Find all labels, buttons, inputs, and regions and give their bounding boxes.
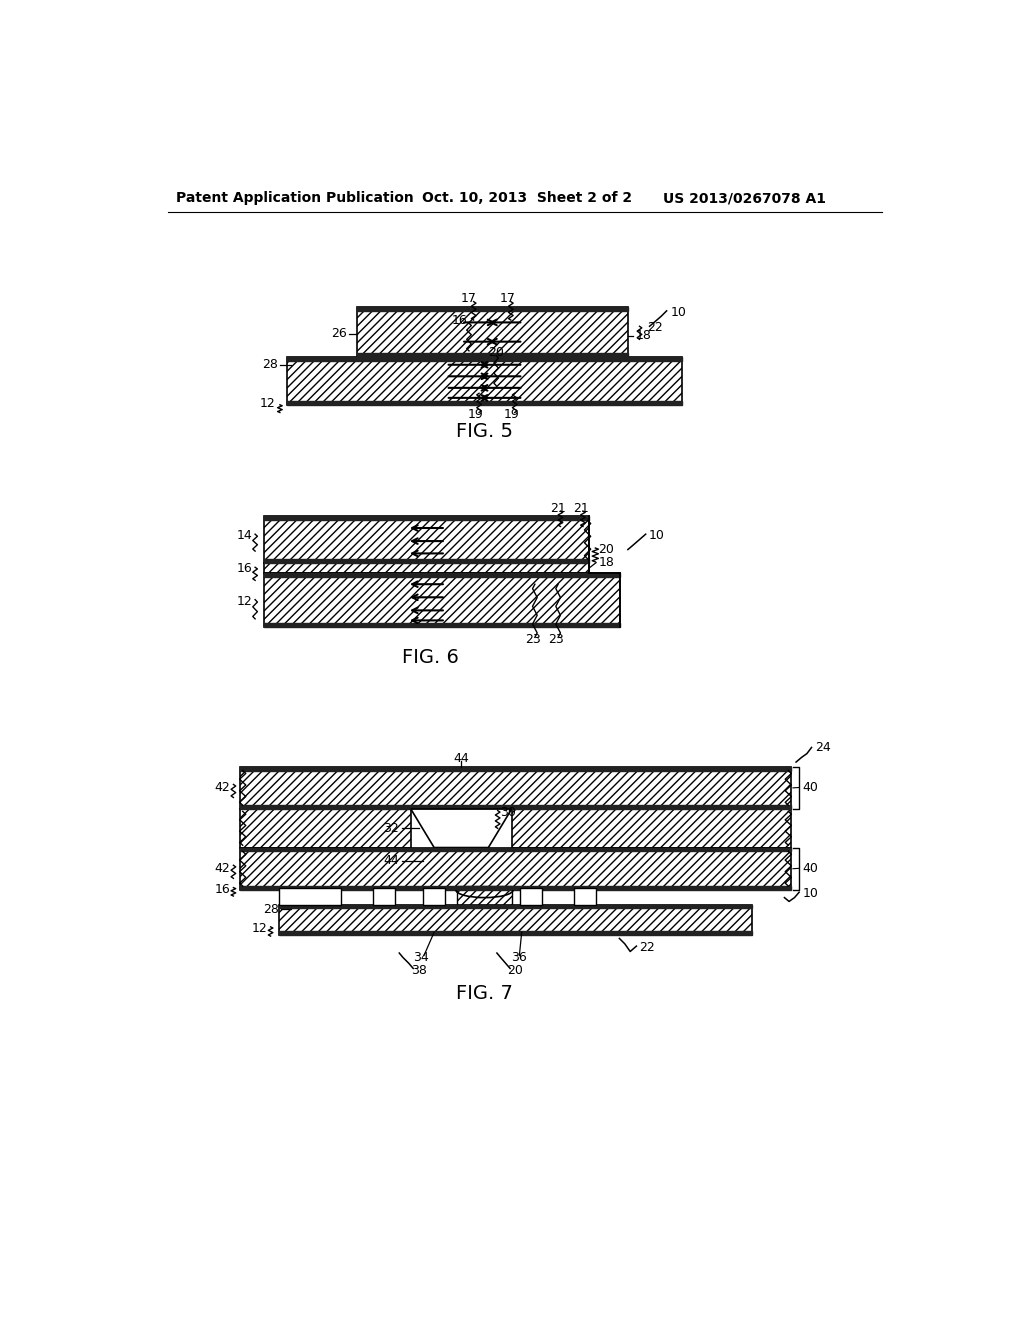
Bar — [458, 886, 512, 928]
Text: FIG. 7: FIG. 7 — [456, 985, 513, 1003]
Text: 32: 32 — [384, 822, 399, 834]
Bar — [280, 932, 752, 936]
Text: 44: 44 — [384, 854, 399, 867]
Bar — [241, 809, 411, 847]
Polygon shape — [411, 809, 512, 847]
Bar — [356, 308, 628, 358]
Text: 18: 18 — [598, 556, 614, 569]
Text: FIG. 5: FIG. 5 — [456, 422, 513, 441]
Text: 30: 30 — [500, 807, 516, 820]
Text: 20: 20 — [508, 964, 523, 977]
Bar — [263, 623, 621, 627]
Bar — [280, 904, 752, 936]
Text: 21: 21 — [550, 502, 566, 515]
Bar — [263, 516, 589, 562]
Text: 17: 17 — [461, 292, 477, 305]
Bar — [287, 358, 682, 405]
Text: 16: 16 — [452, 314, 468, 326]
Bar — [423, 887, 445, 904]
Bar — [241, 847, 791, 890]
Bar — [280, 904, 752, 908]
Bar — [512, 809, 791, 847]
Bar — [263, 516, 589, 520]
Bar — [574, 887, 596, 904]
Text: 16: 16 — [237, 562, 252, 576]
Text: 34: 34 — [413, 952, 429, 964]
Text: 42: 42 — [215, 862, 230, 875]
Text: Patent Application Publication: Patent Application Publication — [176, 191, 414, 206]
Text: 18: 18 — [636, 329, 651, 342]
Bar — [241, 886, 791, 890]
Bar — [263, 573, 621, 627]
Text: 22: 22 — [640, 941, 655, 954]
Text: 40: 40 — [802, 862, 818, 875]
Bar — [373, 887, 394, 904]
Text: 26: 26 — [331, 327, 346, 341]
Text: 28: 28 — [262, 358, 278, 371]
Text: 40: 40 — [802, 781, 818, 795]
Text: 20: 20 — [598, 543, 614, 556]
Bar — [356, 308, 628, 312]
Text: 10: 10 — [671, 306, 686, 319]
Text: 38: 38 — [411, 964, 427, 977]
Text: 23: 23 — [548, 634, 563, 647]
Text: 42: 42 — [215, 781, 230, 795]
Text: 24: 24 — [815, 741, 830, 754]
Text: 36: 36 — [512, 952, 527, 964]
Bar — [263, 558, 589, 562]
Bar — [287, 358, 682, 360]
Bar — [287, 401, 682, 405]
Text: 20: 20 — [488, 346, 504, 359]
Bar — [241, 847, 791, 851]
Text: 21: 21 — [573, 502, 589, 515]
Text: 12: 12 — [259, 397, 275, 409]
Bar — [356, 354, 628, 358]
Text: 19: 19 — [504, 408, 519, 421]
Bar — [241, 767, 791, 809]
Text: 10: 10 — [649, 529, 665, 543]
Bar — [241, 805, 791, 809]
Text: 16: 16 — [215, 883, 230, 896]
Text: 12: 12 — [237, 594, 252, 607]
Text: 23: 23 — [524, 634, 541, 647]
Text: FIG. 6: FIG. 6 — [401, 648, 459, 667]
Text: 12: 12 — [252, 921, 267, 935]
Bar — [241, 767, 791, 771]
Text: 28: 28 — [263, 903, 280, 916]
Text: US 2013/0267078 A1: US 2013/0267078 A1 — [663, 191, 825, 206]
Text: 22: 22 — [647, 321, 663, 334]
Bar — [520, 887, 542, 904]
Text: 19: 19 — [467, 408, 483, 421]
Text: 14: 14 — [237, 529, 252, 543]
Text: 10: 10 — [802, 887, 818, 900]
Bar — [263, 573, 621, 577]
Bar — [280, 887, 341, 904]
Text: 17: 17 — [500, 292, 516, 305]
Text: Oct. 10, 2013  Sheet 2 of 2: Oct. 10, 2013 Sheet 2 of 2 — [423, 191, 633, 206]
Bar — [263, 562, 589, 573]
Text: 44: 44 — [454, 752, 469, 766]
